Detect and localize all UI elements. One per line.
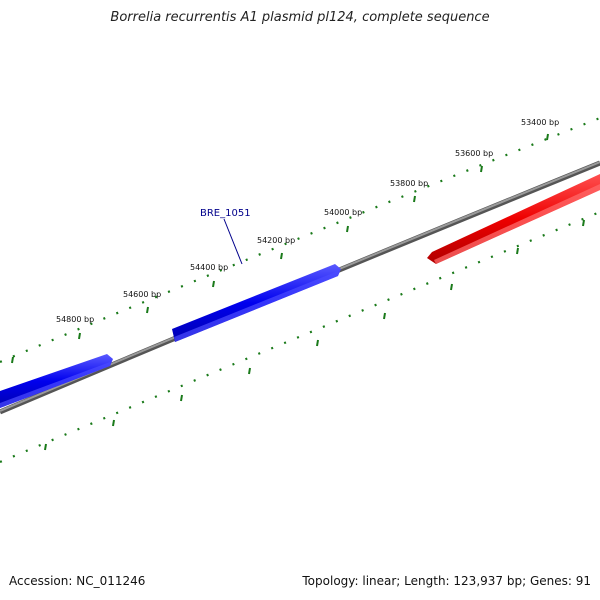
tick-mark [383, 312, 386, 320]
tick-label-53400: 53400 bp [521, 118, 559, 127]
gene-reverse-right[interactable] [427, 174, 600, 264]
tick-mark [212, 280, 215, 288]
tick-mark [582, 219, 585, 227]
gene-label-bre-1051: BRE_1051 [200, 208, 251, 219]
inner-scale-ring [0, 210, 600, 464]
inner-scale-ticks [44, 219, 585, 451]
gene-label-leader [223, 218, 243, 265]
tick-mark [516, 247, 519, 255]
tick-label-53800: 53800 bp [390, 179, 428, 188]
tick-label-53600: 53600 bp [455, 149, 493, 158]
outer-scale-ticks [11, 133, 549, 364]
tick-mark [11, 356, 14, 364]
sequence-summary-text: Topology: linear; Length: 123,937 bp; Ge… [302, 574, 591, 588]
tick-mark [146, 306, 149, 314]
tick-mark [78, 332, 81, 340]
tick-mark [546, 133, 549, 141]
tick-label-54400: 54400 bp [190, 263, 228, 272]
gene-bre-1051[interactable] [172, 264, 341, 342]
tick-mark [480, 165, 483, 173]
map-title: Borrelia recurrentis A1 plasmid pl124, c… [110, 10, 490, 25]
tick-mark [112, 419, 115, 427]
tick-label-54200: 54200 bp [257, 236, 295, 245]
tick-mark [180, 394, 183, 402]
tick-mark [450, 283, 453, 291]
tick-mark [248, 367, 251, 375]
tick-mark [413, 195, 416, 203]
tick-mark [316, 339, 319, 347]
tick-label-54600: 54600 bp [123, 290, 161, 299]
tick-label-54000: 54000 bp [324, 208, 362, 217]
tick-mark [346, 225, 349, 233]
gene-forward-left[interactable] [0, 354, 113, 408]
inner-scale-dots [0, 210, 600, 464]
accession-text: Accession: NC_011246 [9, 574, 146, 588]
tick-mark [280, 252, 283, 260]
scale-tick-labels: 53400 bp 53600 bp 53800 bp 54000 bp 5420… [56, 118, 559, 324]
outer-scale-ring [0, 116, 600, 364]
tick-mark [44, 443, 47, 451]
tick-label-54800: 54800 bp [56, 315, 94, 324]
gene-label-group: BRE_1051 [200, 208, 251, 265]
outer-scale-dots [0, 116, 600, 364]
